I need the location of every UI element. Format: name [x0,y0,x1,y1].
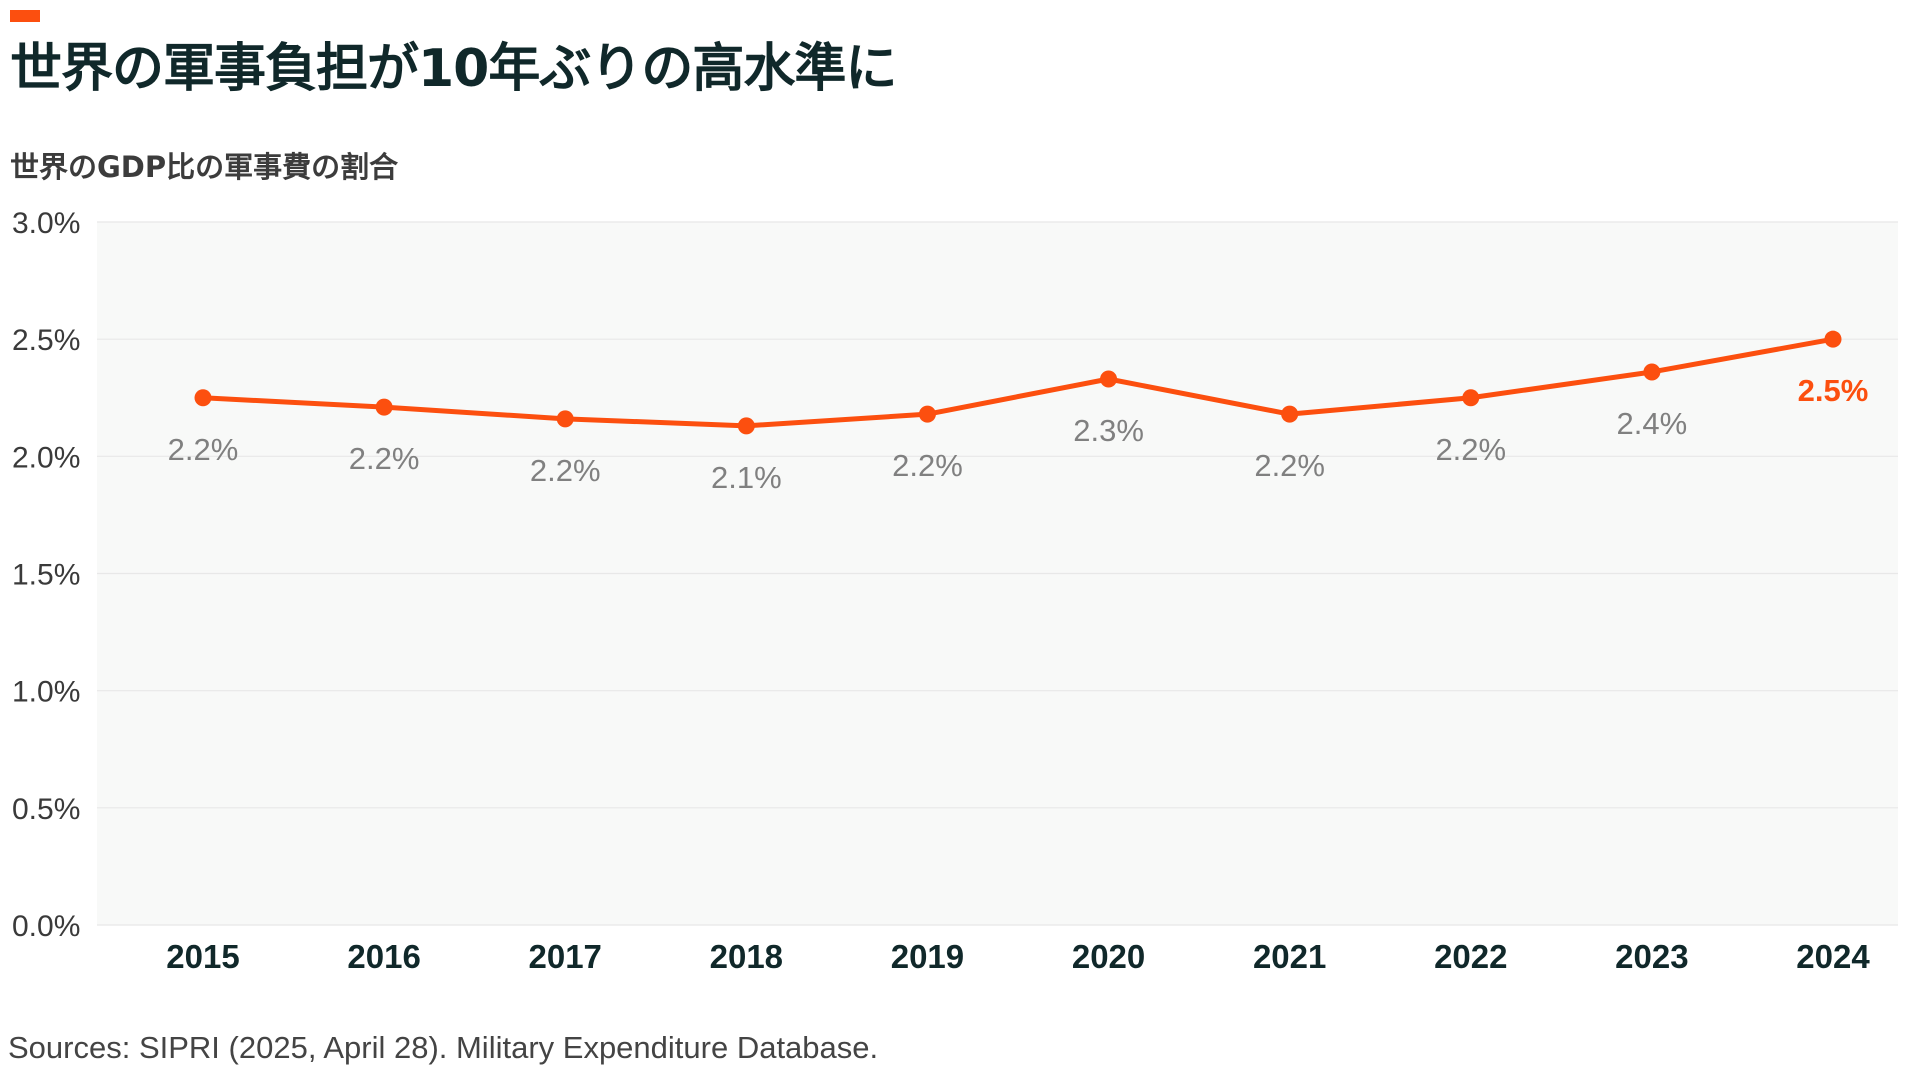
data-label: 2.2% [530,453,601,488]
data-label: 2.2% [349,441,420,476]
data-point [737,417,755,435]
x-tick-label: 2015 [166,938,239,975]
data-point [194,389,212,407]
x-tick-label: 2018 [710,938,783,975]
source-note: Sources: SIPRI (2025, April 28). Militar… [8,1030,879,1065]
data-point [1824,330,1842,348]
series-line [200,336,1836,429]
x-tick-label: 2017 [529,938,602,975]
y-tick-label: 1.0% [12,676,80,709]
y-tick-label: 0.0% [12,910,80,943]
y-tick-label: 2.0% [12,441,80,474]
data-label: 2.2% [1435,432,1506,467]
data-label: 2.2% [1254,448,1325,483]
data-point [1643,363,1661,381]
x-tick-label: 2021 [1253,938,1326,975]
data-label: 2.2% [892,448,963,483]
data-label: 2.5% [1798,373,1869,408]
data-point [1462,389,1480,407]
data-point [918,405,936,423]
x-tick-label: 2023 [1615,938,1688,975]
line-chart: 0.0% 0.5% 1.0% 1.5% 2.0% 2.5% 3.0% 2015 2016 2017… [12,207,1898,975]
y-tick-label: 0.5% [12,793,80,826]
x-tick-label: 2016 [347,938,420,975]
y-tick-label: 2.5% [12,324,80,357]
accent-bar [10,10,40,22]
x-tick-label: 2022 [1434,938,1507,975]
data-point [556,410,574,428]
data-label: 2.3% [1073,413,1144,448]
chart-subtitle: 世界のGDP比の軍事費の割合 [10,150,399,184]
x-tick-label: 2020 [1072,938,1145,975]
y-tick-label: 1.5% [12,559,80,592]
y-tick-label: 3.0% [12,207,80,240]
data-point [375,398,393,416]
data-label: 2.1% [711,460,782,495]
data-point [1100,370,1118,388]
data-point [1281,405,1299,423]
chart-title: 世界の軍事負担が10年ぶりの高水準に [10,39,897,99]
data-label: 2.2% [168,432,239,467]
x-tick-label: 2019 [891,938,964,975]
x-tick-label: 2024 [1796,938,1870,975]
data-label: 2.4% [1617,406,1688,441]
